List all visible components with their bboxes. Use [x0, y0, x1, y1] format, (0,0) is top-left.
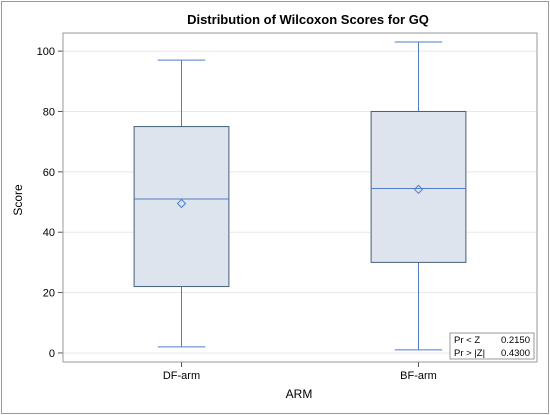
y-axis-ticks: 0 20 40 60 80 100 [37, 46, 63, 360]
inset-stat-label: Pr > |Z| [454, 348, 485, 359]
inset-stat-label: Pr < Z [454, 335, 480, 346]
x-axis-label: ARM [286, 387, 313, 401]
plot-area-border [62, 32, 538, 363]
y-tick-label: 0 [49, 348, 55, 360]
x-axis-ticks: DF-arm BF-arm [163, 362, 437, 382]
boxes-group [133, 41, 467, 351]
y-axis-label: Score [11, 184, 25, 216]
y-tick-label: 20 [43, 288, 55, 300]
y-tick-label: 60 [43, 167, 55, 179]
x-tick-label: BF-arm [400, 370, 437, 382]
y-tick-label: 80 [43, 106, 55, 118]
inset-box [449, 332, 535, 360]
stats-inset-table: Pr < Z 0.2150 Pr > |Z| 0.4300 [449, 332, 535, 360]
box-iqr [133, 126, 230, 288]
y-tick-label: 40 [43, 227, 55, 239]
inset-stat-value: 0.4300 [501, 348, 530, 359]
y-tick-label: 100 [37, 46, 55, 58]
inset-stat-value: 0.2150 [501, 335, 530, 346]
chart-title: Distribution of Wilcoxon Scores for GQ [187, 12, 429, 27]
box-iqr [370, 110, 467, 263]
mean-marker [413, 184, 424, 195]
x-tick-label: DF-arm [163, 370, 200, 382]
mean-marker [176, 198, 187, 209]
